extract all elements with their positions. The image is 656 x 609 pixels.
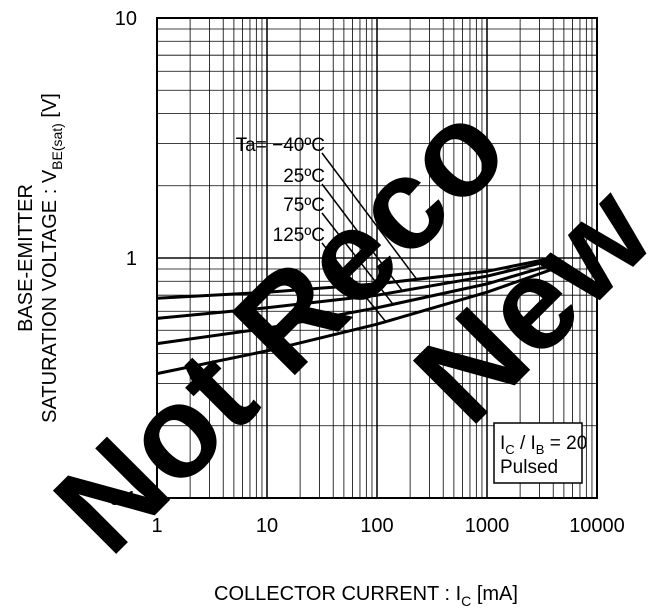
series-leader bbox=[321, 183, 403, 292]
x-tick-label: 100 bbox=[360, 515, 393, 537]
y-tick-label: 1 bbox=[126, 248, 137, 270]
y-tick-label: 10 bbox=[115, 8, 137, 30]
series-line bbox=[156, 267, 554, 376]
y-tick-label: 0.1 bbox=[109, 488, 137, 510]
y-tick-labels: 0.1 1 10 bbox=[109, 8, 137, 510]
condition-box: IC / IB = 20 Pulsed bbox=[493, 422, 587, 484]
series-label: 75ºC bbox=[283, 195, 325, 216]
legend-leaders bbox=[321, 152, 418, 323]
series-label: 25ºC bbox=[283, 166, 325, 187]
condition-box-frame bbox=[493, 422, 583, 484]
series-labels: Ta= −40ºC 25ºC 75ºC 125ºC bbox=[236, 135, 325, 246]
series-leader bbox=[321, 212, 394, 305]
x-tick-label: 10 bbox=[256, 515, 278, 537]
x-tick-labels: 1 10 100 1000 10000 bbox=[151, 515, 624, 537]
plot-frame bbox=[156, 17, 598, 499]
x-axis-title: COLLECTOR CURRENT : IC [mA] bbox=[214, 583, 518, 609]
series-line bbox=[156, 262, 554, 346]
x-tick-label: 1 bbox=[151, 515, 162, 537]
series-label: 125ºC bbox=[273, 225, 325, 246]
condition-pulsed: Pulsed bbox=[500, 457, 558, 478]
condition-ratio: IC / IB = 20 bbox=[500, 433, 587, 457]
y-axis-title-line1: BASE-EMITTER bbox=[15, 184, 37, 332]
y-axis-title: BASE-EMITTER SATURATION VOLTAGE : VBE(sa… bbox=[15, 93, 65, 423]
series-line bbox=[156, 258, 554, 320]
series-leader bbox=[321, 242, 387, 323]
series-leader bbox=[321, 152, 418, 280]
series-label: Ta= −40ºC bbox=[236, 135, 325, 156]
x-tick-label: 1000 bbox=[465, 515, 510, 537]
y-axis-title-line2: SATURATION VOLTAGE : VBE(sat) [V] bbox=[39, 93, 65, 423]
x-tick-label: 10000 bbox=[569, 515, 625, 537]
